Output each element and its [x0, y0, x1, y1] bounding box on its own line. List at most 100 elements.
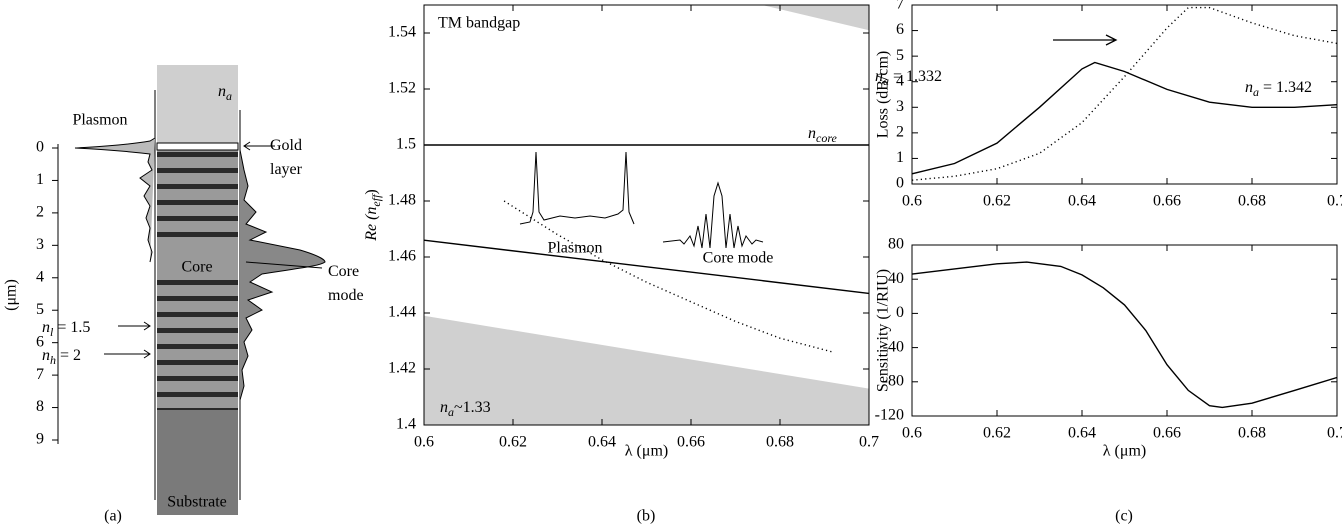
y-tick-label: 0 — [36, 139, 44, 156]
high-index-layer — [157, 328, 238, 333]
label-rest: = 1.5 — [53, 319, 90, 336]
x-tick-label: 0.66 — [1153, 425, 1181, 442]
arrow — [243, 141, 275, 151]
area — [424, 315, 869, 425]
series-label-main: n — [1245, 79, 1253, 96]
high-index-layer — [157, 280, 238, 285]
y-axis-label: Loss (dB/cm) — [875, 51, 892, 139]
y-tick-label: 6 — [36, 333, 44, 350]
y-tick-label: 6 — [896, 21, 904, 38]
gold-layer — [156, 142, 239, 151]
series-label-sub: a — [1253, 85, 1259, 99]
high-index-layer — [157, 232, 238, 237]
label-line: layer — [270, 161, 303, 178]
y-tick-label: 1.54 — [388, 24, 416, 41]
annotation-sub: core — [816, 131, 838, 145]
plasmon-profile — [74, 137, 156, 263]
y-tick-label: 1.5 — [396, 136, 416, 153]
y-tick-label: 5 — [896, 47, 904, 64]
x-tick-label: 0.68 — [1238, 425, 1266, 442]
y-tick-label: 1.44 — [388, 304, 416, 321]
arrow — [104, 349, 151, 359]
annotation: na~1.33 — [440, 399, 491, 419]
y-tick-label: -40 — [883, 338, 904, 355]
x-axis-label: λ (μm) — [625, 443, 668, 460]
label: Core — [181, 259, 212, 276]
y-tick-label: 1 — [36, 171, 44, 188]
label-main: n — [218, 83, 226, 100]
y-axis-label: Sensitivity (1/RIU) — [875, 269, 892, 392]
x-tick-label: 0.68 — [766, 434, 794, 451]
series-label-sub: a — [883, 74, 889, 88]
panel-caption: (a) — [104, 508, 122, 525]
core-mode-inset — [662, 181, 764, 249]
arrow — [245, 261, 323, 269]
x-tick-label: 0.62 — [499, 434, 527, 451]
label-sub: l — [50, 325, 54, 339]
x-axis-label: λ (μm) — [1103, 443, 1146, 460]
y-tick-label: 1.42 — [388, 360, 416, 377]
core-mode-profile — [239, 149, 326, 401]
label: Core mode — [328, 263, 364, 304]
x-tick-label: 0.64 — [588, 434, 616, 451]
high-index-layer — [157, 200, 238, 205]
y-tick-label: 4 — [896, 72, 904, 89]
annotation: Core mode — [703, 250, 774, 267]
y-axis-label-sub: eff — [369, 193, 383, 207]
high-index-layer — [157, 168, 238, 173]
x-tick-label: 0.64 — [1068, 425, 1096, 442]
y-tick-label: 2 — [36, 204, 44, 221]
arrow — [118, 321, 151, 331]
x-tick-label: 0.7 — [859, 434, 879, 451]
y-tick-label: 5 — [36, 301, 44, 318]
substrate — [157, 410, 238, 515]
line — [911, 6, 1338, 181]
label: nh = 2 — [42, 347, 81, 367]
x-tick-label: 0.6 — [414, 434, 434, 451]
high-index-layer — [157, 344, 238, 349]
series-label-main: n — [875, 68, 883, 85]
label: Substrate — [167, 494, 227, 511]
y-tick-label: 0 — [896, 304, 904, 321]
label-line: Gold — [270, 137, 302, 154]
plot-frame — [423, 4, 870, 426]
y-tick-label: 9 — [36, 431, 44, 448]
annotation-rest: ~1.33 — [454, 399, 491, 416]
x-tick-label: 0.6 — [902, 425, 922, 442]
label-sub: h — [50, 353, 56, 367]
x-tick-label: 0.68 — [1238, 193, 1266, 210]
y-axis-label: Re (neff) — [363, 189, 383, 242]
y-tick-label: 40 — [888, 270, 904, 287]
annotation: ncore — [808, 125, 838, 145]
x-tick-label: 0.62 — [983, 425, 1011, 442]
label-rest: = 2 — [56, 347, 81, 364]
high-index-layer — [157, 376, 238, 381]
series-label: na = 1.342 — [1245, 79, 1312, 99]
y-tick-label: 1.52 — [388, 80, 416, 97]
y-tick-label: 7 — [36, 366, 44, 383]
x-tick-label: 0.6 — [902, 193, 922, 210]
line — [423, 239, 870, 295]
x-tick-label: 0.66 — [677, 434, 705, 451]
plot-frame — [911, 244, 1338, 417]
series-label: na = 1.332 — [875, 68, 942, 88]
y-tick-label: 3 — [36, 236, 44, 253]
label: Plasmon — [72, 112, 127, 129]
high-index-layer — [157, 216, 238, 221]
y-tick-label: 80 — [888, 236, 904, 253]
y-tick-label: -120 — [875, 407, 904, 424]
y-tick-label: 8 — [36, 398, 44, 415]
ambient — [157, 65, 238, 145]
label-line: mode — [328, 287, 364, 304]
y-tick-label: 0 — [896, 175, 904, 192]
annotation-main: n — [440, 399, 448, 416]
x-tick-label: 0.62 — [983, 193, 1011, 210]
panel-caption: (b) — [637, 508, 656, 525]
annotation: Plasmon — [547, 240, 602, 257]
high-index-layer — [157, 312, 238, 317]
plot-frame — [911, 4, 1338, 185]
label: nl = 1.5 — [42, 319, 90, 339]
x-tick-label: 0.64 — [1068, 193, 1096, 210]
y-tick-label: 1.46 — [388, 248, 416, 265]
